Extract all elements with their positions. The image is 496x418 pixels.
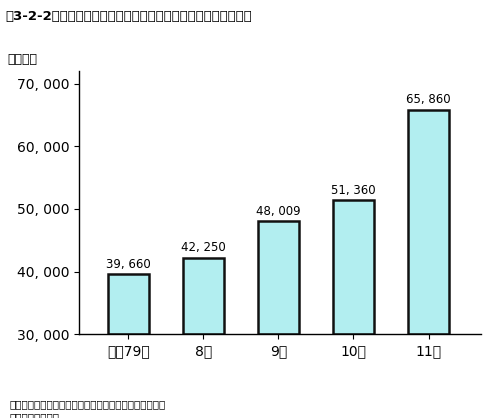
Bar <box>333 201 374 334</box>
Bar <box>258 222 299 334</box>
Text: 51, 360: 51, 360 <box>331 184 376 197</box>
Bar <box>183 257 224 334</box>
Text: 65, 860: 65, 860 <box>406 93 451 107</box>
Text: （人数）: （人数） <box>7 53 37 66</box>
Bar <box>408 110 449 334</box>
Text: 39, 660: 39, 660 <box>106 257 151 271</box>
Text: 48, 009: 48, 009 <box>256 205 301 218</box>
Text: 42, 250: 42, 250 <box>181 242 226 255</box>
Bar <box>108 274 149 334</box>
Text: 第3-2-2図　日本育英会奖学金谸与人員総数（大学院生）の推移: 第3-2-2図 日本育英会奖学金谸与人員総数（大学院生）の推移 <box>5 10 251 23</box>
Text: 注）各年度における当初予算措置人数を使用している。: 注）各年度における当初予算措置人数を使用している。 <box>10 399 166 409</box>
Text: 資料：文部省調べ: 資料：文部省調べ <box>10 412 60 418</box>
